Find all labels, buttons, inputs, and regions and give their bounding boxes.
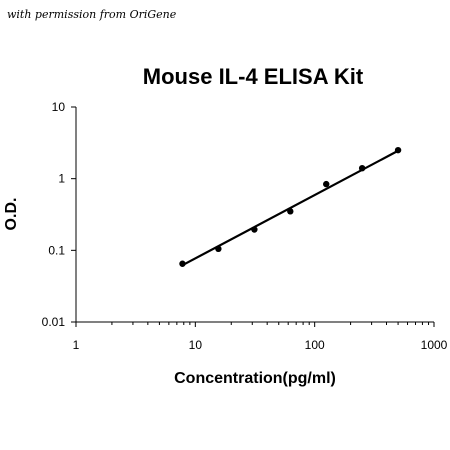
chart-title: Mouse IL-4 ELISA Kit <box>143 64 364 89</box>
x-tick-label: 1000 <box>421 338 448 352</box>
data-point <box>251 226 258 233</box>
data-point <box>323 180 330 188</box>
data-point <box>215 245 222 253</box>
permission-caption: with permission from OriGene <box>7 8 177 21</box>
y-tick-label: 10 <box>52 100 66 114</box>
x-axis-label: Concentration(pg/ml) <box>174 370 336 387</box>
data-point <box>358 164 366 172</box>
fit-line <box>181 149 399 267</box>
data-point <box>394 146 402 154</box>
plot-area: 1 10 100 1000 0.01 0.1 1 10 <box>42 100 448 352</box>
data-point <box>287 208 294 215</box>
x-tick-label: 10 <box>189 338 203 352</box>
y-tick-label: 0.01 <box>42 315 66 329</box>
y-tick-label: 1 <box>58 172 65 186</box>
x-tick-label: 100 <box>305 338 325 352</box>
y-axis-label: O.D. <box>3 198 20 231</box>
data-point <box>179 260 186 267</box>
axis-tick-labels: 1 10 100 1000 0.01 0.1 1 10 <box>42 100 448 352</box>
x-tick-label: 1 <box>73 338 80 352</box>
fit-line-group <box>181 149 399 267</box>
y-tick-label: 0.1 <box>48 243 65 257</box>
data-points <box>179 146 402 267</box>
axis-ticks <box>71 106 435 327</box>
